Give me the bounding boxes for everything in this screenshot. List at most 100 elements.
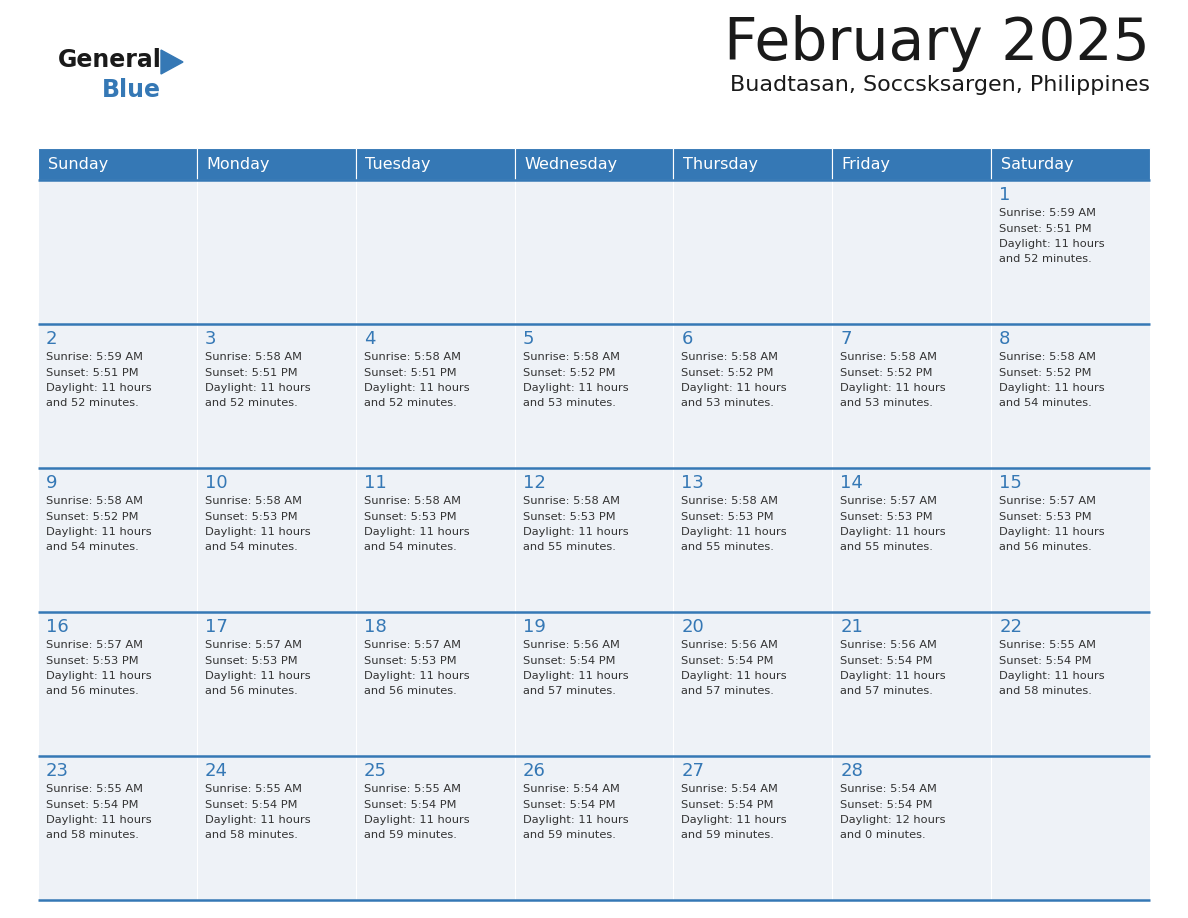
Text: and 57 minutes.: and 57 minutes. — [523, 687, 615, 697]
Text: and 52 minutes.: and 52 minutes. — [999, 254, 1092, 264]
Text: Sunset: 5:54 PM: Sunset: 5:54 PM — [523, 655, 615, 666]
Text: Daylight: 11 hours: Daylight: 11 hours — [46, 815, 152, 825]
Text: Sunrise: 5:58 AM: Sunrise: 5:58 AM — [840, 352, 937, 362]
Text: Sunset: 5:53 PM: Sunset: 5:53 PM — [840, 511, 933, 521]
Bar — [833, 612, 991, 756]
Text: 24: 24 — [204, 762, 228, 780]
Text: and 59 minutes.: and 59 minutes. — [682, 831, 775, 841]
Text: Sunset: 5:54 PM: Sunset: 5:54 PM — [523, 800, 615, 810]
Text: Daylight: 11 hours: Daylight: 11 hours — [999, 671, 1105, 681]
Text: 28: 28 — [840, 762, 864, 780]
Bar — [355, 612, 514, 756]
Text: 9: 9 — [46, 474, 57, 492]
Text: 15: 15 — [999, 474, 1022, 492]
Text: Daylight: 11 hours: Daylight: 11 hours — [364, 527, 469, 537]
Text: and 53 minutes.: and 53 minutes. — [523, 398, 615, 409]
Text: 4: 4 — [364, 330, 375, 348]
Text: Daylight: 11 hours: Daylight: 11 hours — [682, 671, 788, 681]
Text: 18: 18 — [364, 618, 386, 636]
Text: and 54 minutes.: and 54 minutes. — [46, 543, 139, 553]
Text: and 54 minutes.: and 54 minutes. — [364, 543, 456, 553]
Text: Sunset: 5:54 PM: Sunset: 5:54 PM — [840, 655, 933, 666]
Bar — [991, 324, 1150, 468]
Text: Sunrise: 5:57 AM: Sunrise: 5:57 AM — [204, 640, 302, 650]
Text: Sunrise: 5:56 AM: Sunrise: 5:56 AM — [523, 640, 619, 650]
Text: Sunset: 5:53 PM: Sunset: 5:53 PM — [204, 511, 297, 521]
Text: Tuesday: Tuesday — [365, 156, 431, 172]
Text: Monday: Monday — [207, 156, 270, 172]
Text: Sunrise: 5:58 AM: Sunrise: 5:58 AM — [682, 352, 778, 362]
Text: and 55 minutes.: and 55 minutes. — [682, 543, 775, 553]
Bar — [674, 612, 833, 756]
Text: and 52 minutes.: and 52 minutes. — [364, 398, 456, 409]
Text: Daylight: 11 hours: Daylight: 11 hours — [523, 815, 628, 825]
Text: and 53 minutes.: and 53 minutes. — [682, 398, 775, 409]
Text: Sunrise: 5:55 AM: Sunrise: 5:55 AM — [46, 784, 143, 794]
Text: Sunrise: 5:54 AM: Sunrise: 5:54 AM — [840, 784, 937, 794]
Bar — [38, 180, 197, 324]
Bar — [355, 180, 514, 324]
Bar — [355, 468, 514, 612]
Text: and 58 minutes.: and 58 minutes. — [204, 831, 298, 841]
Bar — [197, 180, 355, 324]
Text: 6: 6 — [682, 330, 693, 348]
Text: Sunrise: 5:57 AM: Sunrise: 5:57 AM — [840, 496, 937, 506]
Bar — [674, 180, 833, 324]
Text: 8: 8 — [999, 330, 1011, 348]
Text: Thursday: Thursday — [683, 156, 758, 172]
Text: 26: 26 — [523, 762, 545, 780]
Bar — [991, 756, 1150, 900]
Text: Daylight: 11 hours: Daylight: 11 hours — [204, 815, 310, 825]
Text: and 0 minutes.: and 0 minutes. — [840, 831, 925, 841]
Text: Daylight: 11 hours: Daylight: 11 hours — [46, 671, 152, 681]
Bar — [991, 148, 1150, 180]
Bar — [355, 756, 514, 900]
Text: Daylight: 11 hours: Daylight: 11 hours — [523, 383, 628, 393]
Text: and 54 minutes.: and 54 minutes. — [999, 398, 1092, 409]
Bar — [38, 468, 197, 612]
Text: Sunset: 5:53 PM: Sunset: 5:53 PM — [999, 511, 1092, 521]
Bar — [514, 148, 674, 180]
Bar — [674, 756, 833, 900]
Bar — [674, 148, 833, 180]
Text: Daylight: 11 hours: Daylight: 11 hours — [840, 671, 946, 681]
Text: Sunday: Sunday — [48, 156, 108, 172]
Bar — [355, 324, 514, 468]
Text: and 56 minutes.: and 56 minutes. — [364, 687, 456, 697]
Text: Sunset: 5:52 PM: Sunset: 5:52 PM — [682, 367, 773, 377]
Text: Sunset: 5:53 PM: Sunset: 5:53 PM — [46, 655, 139, 666]
Text: Daylight: 11 hours: Daylight: 11 hours — [840, 527, 946, 537]
Text: 19: 19 — [523, 618, 545, 636]
Text: Friday: Friday — [842, 156, 891, 172]
Text: Sunset: 5:54 PM: Sunset: 5:54 PM — [364, 800, 456, 810]
Text: Daylight: 11 hours: Daylight: 11 hours — [46, 383, 152, 393]
Text: 10: 10 — [204, 474, 227, 492]
Text: Daylight: 11 hours: Daylight: 11 hours — [682, 383, 788, 393]
Text: Sunset: 5:52 PM: Sunset: 5:52 PM — [523, 367, 615, 377]
Text: Sunrise: 5:57 AM: Sunrise: 5:57 AM — [999, 496, 1097, 506]
Text: 23: 23 — [46, 762, 69, 780]
Text: and 57 minutes.: and 57 minutes. — [682, 687, 775, 697]
Text: Saturday: Saturday — [1000, 156, 1073, 172]
Text: Sunrise: 5:55 AM: Sunrise: 5:55 AM — [999, 640, 1097, 650]
Text: February 2025: February 2025 — [725, 15, 1150, 72]
Text: Sunrise: 5:58 AM: Sunrise: 5:58 AM — [523, 496, 620, 506]
Text: Sunset: 5:53 PM: Sunset: 5:53 PM — [364, 655, 456, 666]
Bar — [514, 468, 674, 612]
Text: Sunrise: 5:59 AM: Sunrise: 5:59 AM — [46, 352, 143, 362]
Text: 11: 11 — [364, 474, 386, 492]
Bar — [197, 468, 355, 612]
Text: Daylight: 12 hours: Daylight: 12 hours — [840, 815, 946, 825]
Text: Sunrise: 5:54 AM: Sunrise: 5:54 AM — [523, 784, 619, 794]
Text: Sunrise: 5:56 AM: Sunrise: 5:56 AM — [682, 640, 778, 650]
Text: Sunrise: 5:59 AM: Sunrise: 5:59 AM — [999, 208, 1097, 218]
Bar — [514, 612, 674, 756]
Text: Sunrise: 5:58 AM: Sunrise: 5:58 AM — [364, 496, 461, 506]
Text: 17: 17 — [204, 618, 228, 636]
Bar — [38, 148, 197, 180]
Bar — [833, 180, 991, 324]
Text: Daylight: 11 hours: Daylight: 11 hours — [999, 383, 1105, 393]
Bar — [833, 756, 991, 900]
Text: and 56 minutes.: and 56 minutes. — [204, 687, 298, 697]
Bar — [355, 148, 514, 180]
